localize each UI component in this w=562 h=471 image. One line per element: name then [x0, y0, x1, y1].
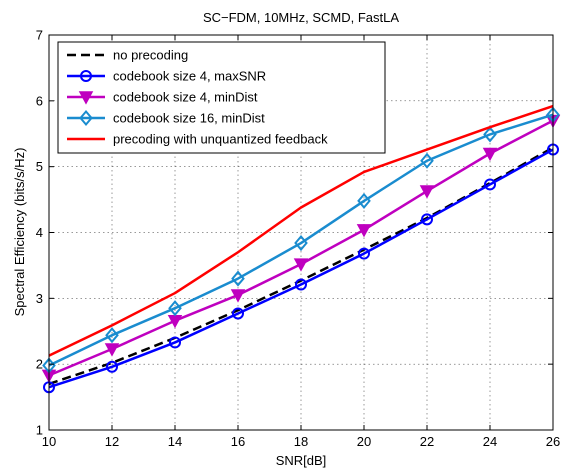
legend-item-codebook-size-4-maxsnr: codebook size 4, maxSNR: [67, 69, 266, 84]
data-point: [484, 178, 496, 191]
data-point: [231, 270, 245, 287]
data-point: [482, 147, 498, 162]
data-point: [293, 258, 309, 272]
series-line: [48, 148, 554, 389]
data-point: [295, 278, 307, 291]
data-point: [358, 247, 370, 260]
data-point: [106, 360, 118, 373]
data-point: [230, 289, 246, 303]
chart-title: SC−FDM, 10MHz, SCMD, FastLA: [203, 10, 399, 25]
legend-item-codebook-size-4-mindist: codebook size 4, minDist: [67, 90, 258, 105]
data-point: [356, 224, 372, 238]
legend-item-codebook-size-16-mindist: codebook size 16, minDist: [67, 109, 265, 127]
legend-label: codebook size 4, maxSNR: [113, 69, 266, 84]
x-tick-label: 14: [168, 434, 182, 449]
x-tick-label: 10: [42, 434, 56, 449]
legend-item-precoding-with-unquantized-feedback: precoding with unquantized feedback: [67, 132, 328, 147]
plot-series: [41, 104, 561, 394]
data-point: [168, 300, 182, 317]
series-line: [48, 146, 554, 386]
x-tick-label: 26: [546, 434, 560, 449]
data-point: [232, 307, 244, 320]
data-point: [420, 152, 434, 169]
data-point: [483, 126, 497, 143]
y-axis-title: Spectral Efficiency (bits/s/Hz): [12, 148, 27, 317]
x-tick-label: 22: [420, 434, 434, 449]
legend-marker: [80, 70, 92, 82]
x-tick-label: 20: [357, 434, 371, 449]
legend-item-no-precoding: no precoding: [67, 48, 188, 63]
legend-marker: [78, 91, 94, 105]
x-tick-label: 18: [294, 434, 308, 449]
data-point: [294, 234, 308, 252]
legend: no precoding codebook size 4, maxSNR codeb…: [57, 41, 386, 154]
y-tick-label: 4: [36, 225, 43, 240]
series-precoding-with-unquantized-feedback: [48, 104, 554, 357]
y-tick-label: 5: [36, 159, 43, 174]
y-tick-label: 6: [36, 93, 43, 108]
series-no-precoding: [48, 146, 554, 386]
y-tick-label: 7: [36, 28, 43, 43]
y-tick-label: 1: [36, 423, 43, 438]
x-axis-title: SNR[dB]: [276, 453, 327, 468]
legend-box: [57, 41, 386, 154]
legend-label: precoding with unquantized feedback: [113, 132, 328, 147]
legend-label: no precoding: [113, 48, 188, 63]
x-tick-label: 12: [105, 434, 119, 449]
y-tick-label: 3: [36, 291, 43, 306]
data-point: [421, 213, 433, 226]
data-point: [105, 327, 119, 344]
data-point: [169, 336, 181, 349]
x-tick-label: 16: [231, 434, 245, 449]
data-point: [357, 192, 371, 209]
legend-label: codebook size 16, minDist: [113, 111, 265, 126]
x-tick-label: 24: [483, 434, 497, 449]
legend-label: codebook size 4, minDist: [113, 90, 258, 105]
y-tick-label: 2: [36, 357, 43, 372]
series-line: [48, 104, 554, 357]
legend-marker: [79, 109, 93, 127]
series-line: [48, 113, 554, 367]
data-point: [104, 343, 120, 357]
data-point: [419, 185, 435, 199]
